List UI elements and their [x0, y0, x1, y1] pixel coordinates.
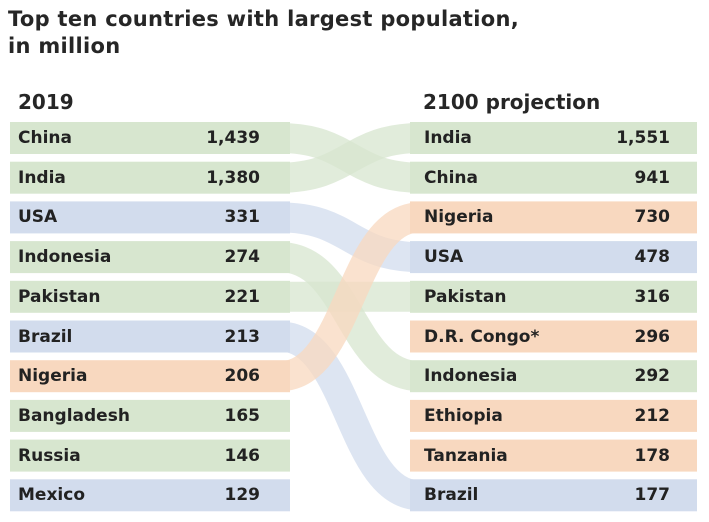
- country-label-2019-mexico: Mexico: [18, 485, 85, 506]
- country-label-2100-ethiopia: Ethiopia: [424, 405, 503, 426]
- country-label-2100-brazil: Brazil: [424, 485, 479, 506]
- row-band-2019-nigeria: [10, 360, 290, 393]
- value-label-2100-pakistan: 316: [634, 286, 671, 307]
- value-label-2100-d-r-congo: 296: [634, 326, 671, 347]
- column-header-2100-projection: 2100 projection: [423, 90, 601, 114]
- row-band-2019-india: [10, 161, 290, 194]
- value-label-2019-brazil: 213: [224, 326, 261, 347]
- value-label-2100-indonesia: 292: [634, 366, 671, 387]
- row-band-2100-indonesia: [410, 360, 697, 393]
- value-label-2100-brazil: 177: [634, 485, 671, 506]
- value-label-2019-mexico: 129: [224, 485, 261, 506]
- value-label-2019-bangladesh: 165: [224, 405, 261, 426]
- value-label-2100-usa: 478: [634, 247, 671, 268]
- column-header-2019: 2019: [18, 90, 74, 114]
- row-band-2100-d-r-congo: [410, 320, 697, 353]
- country-label-2019-china: China: [18, 128, 72, 148]
- flow-ribbon-india: [279, 123, 421, 193]
- value-label-2019-pakistan: 221: [224, 286, 261, 307]
- country-label-2100-tanzania: Tanzania: [424, 445, 508, 466]
- flow-ribbon-nigeria: [278, 202, 422, 392]
- row-band-2100-china: [410, 161, 697, 194]
- flow-ribbon-usa: [279, 202, 421, 273]
- country-label-2019-bangladesh: Bangladesh: [18, 405, 130, 426]
- value-label-2019-nigeria: 206: [224, 366, 261, 387]
- value-label-2100-nigeria: 730: [634, 207, 671, 228]
- chart-title-line-2: in million: [8, 34, 121, 58]
- row-band-2100-india: [410, 122, 697, 154]
- flow-ribbon-brazil: [278, 321, 422, 511]
- country-label-2019-pakistan: Pakistan: [18, 286, 101, 307]
- row-band-2100-nigeria: [410, 201, 697, 234]
- row-band-2019-china: [10, 122, 290, 154]
- country-label-2100-china: China: [424, 167, 478, 188]
- country-label-2100-nigeria: Nigeria: [424, 207, 494, 228]
- row-band-2100-tanzania: [410, 439, 697, 472]
- value-label-2019-usa: 331: [224, 207, 261, 228]
- row-band-2100-ethiopia: [410, 399, 697, 432]
- country-label-2019-usa: USA: [18, 207, 58, 228]
- country-label-2019-nigeria: Nigeria: [18, 366, 88, 387]
- country-label-2100-usa: USA: [424, 247, 464, 268]
- chart-title-line-1: Top ten countries with largest populatio…: [8, 7, 520, 31]
- row-band-2019-usa: [10, 201, 290, 234]
- value-label-2100-china: 941: [634, 167, 671, 188]
- value-label-2100-india: 1,551: [616, 128, 670, 148]
- value-label-2019-india: 1,380: [206, 167, 260, 188]
- row-band-2100-brazil: [410, 479, 697, 512]
- value-label-2019-indonesia: 274: [224, 247, 261, 268]
- country-label-2100-india: India: [424, 128, 472, 148]
- country-label-2100-d-r-congo: D.R. Congo*: [424, 326, 540, 347]
- country-label-2019-indonesia: Indonesia: [18, 247, 112, 268]
- row-band-2019-pakistan: [10, 280, 290, 313]
- row-band-2019-russia: [10, 439, 290, 472]
- row-band-2100-usa: [410, 241, 697, 274]
- row-band-2019-mexico: [10, 479, 290, 512]
- country-label-2019-russia: Russia: [18, 445, 81, 466]
- row-band-2019-brazil: [10, 320, 290, 353]
- value-label-2100-ethiopia: 212: [634, 405, 671, 426]
- value-label-2100-tanzania: 178: [634, 445, 671, 466]
- row-band-2019-indonesia: [10, 241, 290, 274]
- row-band-2019-bangladesh: [10, 399, 290, 432]
- value-label-2019-china: 1,439: [206, 128, 260, 148]
- value-label-2019-russia: 146: [224, 445, 261, 466]
- country-label-2100-pakistan: Pakistan: [424, 286, 507, 307]
- country-label-2019-brazil: Brazil: [18, 326, 73, 347]
- row-band-2100-pakistan: [410, 280, 697, 313]
- country-label-2100-indonesia: Indonesia: [424, 366, 518, 387]
- country-label-2019-india: India: [18, 167, 66, 188]
